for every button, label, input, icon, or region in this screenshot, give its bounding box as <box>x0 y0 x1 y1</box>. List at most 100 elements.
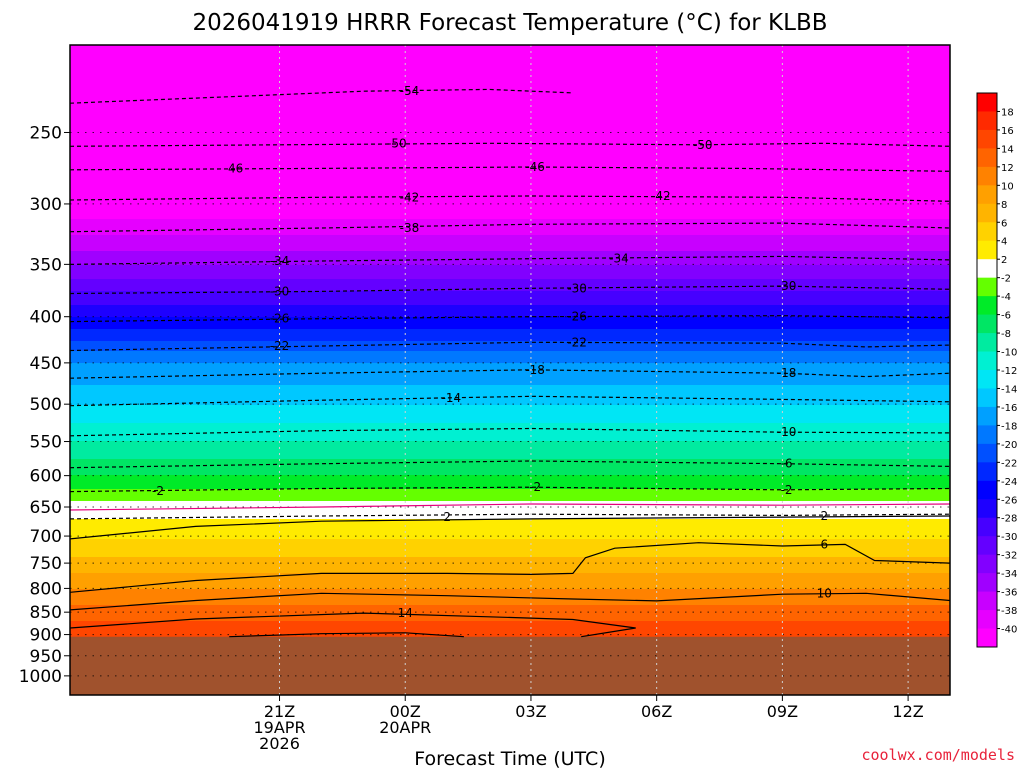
temperature-band <box>70 459 950 462</box>
colorbar-swatch <box>977 277 997 297</box>
temperature-band <box>70 61 950 64</box>
x-tick-label: 2026 <box>259 734 300 753</box>
colorbar-swatch <box>977 111 997 131</box>
temperature-band <box>70 401 950 404</box>
colorbar-swatch <box>977 443 997 463</box>
temperature-band <box>70 315 950 318</box>
temperature-band <box>70 479 950 482</box>
temperature-band <box>70 399 950 402</box>
temperature-band <box>70 539 950 542</box>
temperature-band <box>70 273 950 276</box>
temperature-band <box>70 139 950 142</box>
temperature-band <box>70 415 950 418</box>
temperature-band <box>70 481 950 484</box>
temperature-band <box>70 279 950 282</box>
y-tick-label: 600 <box>30 467 62 487</box>
temperature-band <box>70 529 950 532</box>
x-tick-label: 03Z <box>515 702 546 721</box>
temperature-band <box>70 215 950 218</box>
contour-label: -42 <box>400 190 420 204</box>
temperature-band <box>70 55 950 58</box>
temperature-band <box>70 571 950 574</box>
temperature-band <box>70 359 950 362</box>
contour-label: -50 <box>693 138 713 152</box>
contour-label: -30 <box>777 279 797 293</box>
temperature-band <box>70 99 950 102</box>
temperature-band <box>70 193 950 196</box>
temperature-band <box>70 451 950 454</box>
contour-label: -22 <box>270 339 290 353</box>
colorbar-tick-label: -32 <box>1001 551 1017 562</box>
temperature-band <box>70 153 950 156</box>
temperature-band <box>70 521 950 524</box>
temperature-band <box>70 633 950 636</box>
temperature-band <box>70 267 950 270</box>
temperature-band <box>70 161 950 164</box>
temperature-band <box>70 261 950 264</box>
temperature-band <box>70 363 950 366</box>
temperature-band <box>70 393 950 396</box>
credit-text[interactable]: coolwx.com/models <box>861 746 1015 764</box>
y-tick-label: 900 <box>30 626 62 646</box>
temperature-band <box>70 559 950 562</box>
contour-label: -38 <box>400 221 420 235</box>
colorbar-tick-label: -24 <box>1001 477 1017 488</box>
temperature-band <box>70 413 950 416</box>
temperature-band <box>70 551 950 554</box>
temperature-band <box>70 237 950 240</box>
temperature-band <box>70 563 950 566</box>
temperature-band <box>70 69 950 72</box>
temperature-band <box>70 157 950 160</box>
temperature-band <box>70 203 950 206</box>
contour-labels: -54 -50 -50 -46 -46 -42 -42 -38 -34 -34 -30 -30 -30 -… <box>152 84 832 620</box>
temperature-band <box>70 583 950 586</box>
temperature-band <box>70 313 950 316</box>
temperature-band <box>70 171 950 174</box>
temperature-band <box>70 541 950 544</box>
temperature-band <box>70 575 950 578</box>
colorbar-swatch <box>977 610 997 630</box>
temperature-band <box>70 275 950 278</box>
contour-label: -42 <box>651 189 671 203</box>
temperature-band <box>70 419 950 422</box>
temperature-band <box>70 53 950 56</box>
contour-label: -14 <box>442 391 462 405</box>
temperature-band <box>70 381 950 384</box>
temperature-band <box>70 473 950 476</box>
temperature-band <box>70 333 950 336</box>
temperature-band <box>70 217 950 220</box>
temperature-band <box>70 425 950 428</box>
temperature-band <box>70 283 950 286</box>
colorbar-tick-label: -30 <box>1001 532 1017 543</box>
colorbar-tick-label: -18 <box>1001 421 1017 432</box>
temperature-band <box>70 147 950 150</box>
temperature-band <box>70 581 950 584</box>
temperature-band <box>70 443 950 446</box>
colorbar-swatch <box>977 554 997 574</box>
temperature-band <box>70 499 950 502</box>
temperature-band <box>70 129 950 132</box>
contour-label: -54 <box>400 84 420 98</box>
temperature-band <box>70 609 950 612</box>
temperature-band <box>70 205 950 208</box>
temperature-band <box>70 165 950 168</box>
temperature-band <box>70 301 950 304</box>
temperature-band <box>70 209 950 212</box>
colorbar-tick-label: -20 <box>1001 440 1017 451</box>
colorbar: 18 16 14 12 10 8 6 4 2 -2 -4 -6 -8 -10 -12 -14 -16 -18 -20… <box>976 92 1017 648</box>
temperature-band <box>70 105 950 108</box>
temperature-band <box>70 507 950 510</box>
temperature-band <box>70 629 950 632</box>
temperature-band <box>70 119 950 122</box>
x-tick-label: 06Z <box>641 702 672 721</box>
temperature-band <box>70 431 950 434</box>
temperature-band <box>70 613 950 616</box>
contour-label: -2 <box>781 483 793 497</box>
temperature-band <box>70 455 950 458</box>
y-tick-label: 400 <box>30 308 62 328</box>
temperature-band <box>70 513 950 516</box>
temperature-band <box>70 213 950 216</box>
temperature-band <box>70 207 950 210</box>
temperature-band <box>70 403 950 406</box>
contour-label: -46 <box>224 161 244 175</box>
